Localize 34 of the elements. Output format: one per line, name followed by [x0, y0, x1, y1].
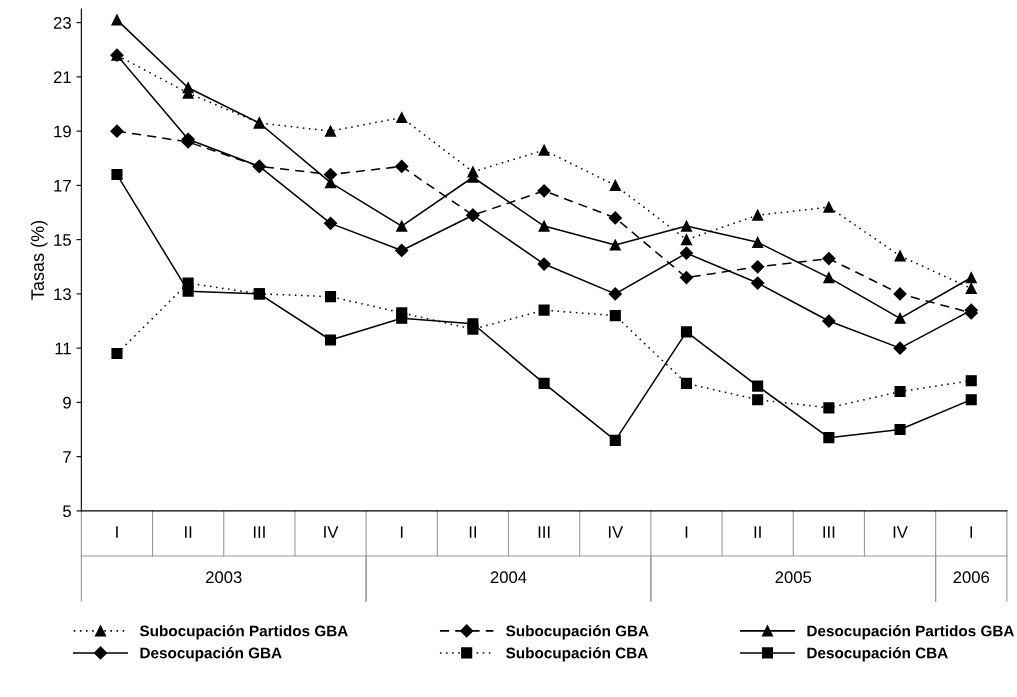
text: 2005 [775, 571, 812, 584]
legend-label: Desocupación GBA [140, 647, 282, 662]
legend-label: Desocupación CBA [807, 647, 948, 662]
y-tick-label: 9 [63, 396, 71, 409]
legend-label: Desocupación Partidos GBA [807, 625, 1015, 640]
x-tick-label: IV [324, 526, 339, 538]
x-tick-label: I [970, 526, 973, 538]
y-tick-label: 11 [55, 342, 71, 355]
x-tick-label: IV [608, 526, 624, 538]
y-tick-label: 5 [63, 505, 71, 518]
y-tick-label: 21 [53, 71, 71, 83]
x-tick-label: I [685, 526, 688, 538]
y-tick-label: 23 [53, 17, 71, 29]
x-tick-label: III [538, 526, 550, 538]
x-tick-label: III [253, 526, 265, 538]
x-tick-label: IV [893, 526, 908, 538]
x-tick-label: II [754, 526, 761, 538]
x-tick-label: II [469, 526, 476, 538]
text: 2004 [490, 571, 527, 584]
legend-label: Subocupación GBA [506, 625, 649, 640]
text: 2006 [953, 571, 990, 584]
legend-label: Subocupación CBA [506, 647, 648, 662]
x-tick-label: I [116, 526, 118, 538]
y-tick-label: 19 [54, 125, 71, 138]
y-axis-title: Tasas (%) [30, 220, 48, 300]
y-tick-label: 13 [54, 288, 71, 301]
x-tick-label: I [400, 526, 403, 538]
legend-label: Subocupación Partidos GBA [139, 625, 348, 640]
x-tick-label: II [185, 526, 192, 538]
y-tick-label: 7 [63, 451, 71, 463]
y-tick-label: 17 [54, 179, 71, 192]
x-tick-label: III [823, 526, 835, 538]
y-tick-label: 15 [54, 234, 71, 246]
text: 2003 [206, 571, 242, 584]
